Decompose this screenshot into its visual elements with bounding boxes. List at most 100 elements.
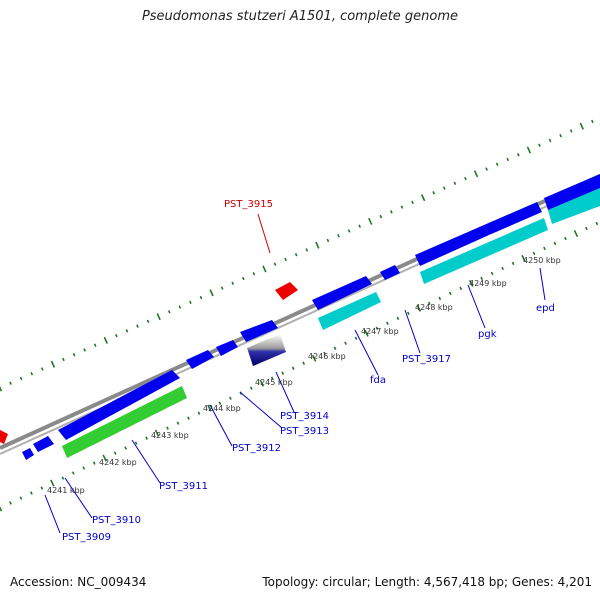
gene-arrow-epd[interactable] (484, 202, 542, 235)
gene-arrow-pst3913[interactable] (216, 340, 238, 356)
tick-mark (495, 162, 499, 166)
tick-mark (30, 491, 33, 495)
tick-mark (573, 229, 579, 237)
rrna-bar-epd[interactable] (548, 188, 600, 224)
tick-mark (364, 329, 369, 337)
tick-mark (262, 265, 267, 273)
gene-label-pgk[interactable]: pgk (478, 329, 497, 340)
gene-label-pst3915[interactable]: PST_3915 (224, 199, 273, 210)
tick-mark (438, 296, 442, 301)
tick-mark (145, 436, 148, 440)
gene-label-pst3911[interactable]: PST_3911 (159, 481, 208, 492)
tick-mark (543, 246, 546, 251)
gene-bar-pst3914-striped[interactable] (247, 334, 286, 366)
tick-mark (411, 200, 414, 205)
tick-mark (442, 186, 446, 190)
tick-mark (579, 122, 584, 130)
tick-mark (83, 348, 86, 352)
tick-mark (146, 319, 150, 324)
tick-mark (249, 386, 253, 390)
tick-mark (0, 506, 3, 512)
gene-label-pst3917[interactable]: PST_3917 (402, 354, 451, 365)
kbp-label-4244: 4244 kbp (203, 404, 241, 413)
tick-mark (432, 191, 436, 195)
tick-mark (9, 381, 12, 385)
gene-arrow-fda[interactable] (312, 276, 372, 310)
tick-mark (220, 286, 224, 290)
rrna-bar-pgk[interactable] (420, 218, 548, 284)
tick-mark (166, 426, 169, 430)
gene-arrow-pst3911[interactable] (58, 370, 180, 440)
tick-mark (50, 479, 55, 487)
rrna-bar-fda[interactable] (318, 292, 381, 330)
map-title: Pseudomonas stutzeri A1501, complete gen… (141, 9, 459, 24)
gene-label-fda[interactable]: fda (370, 375, 386, 386)
tick-mark (218, 401, 222, 405)
kbp-label-4241: 4241 kbp (47, 486, 85, 495)
gene-arrow-pst3914[interactable] (240, 320, 278, 342)
gene-arrow-pgk[interactable] (415, 225, 489, 266)
tick-mark (50, 360, 56, 368)
tick-mark (103, 336, 108, 344)
tick-mark (72, 352, 76, 357)
gene-arrow-pst3917[interactable] (380, 265, 400, 280)
tick-mark (595, 221, 599, 226)
kbp-label-4243: 4243 kbp (151, 431, 189, 440)
tick-mark (199, 295, 203, 300)
gene-label-pst3913[interactable]: PST_3913 (280, 426, 329, 437)
tick-mark (368, 217, 373, 225)
gene-arrow-edge-right[interactable] (544, 174, 600, 210)
tick-mark (270, 376, 274, 380)
tick-mark (281, 371, 285, 375)
tick-mark (156, 313, 161, 321)
tick-mark (538, 143, 541, 147)
tick-mark (344, 341, 347, 345)
tick-mark (102, 454, 107, 462)
tick-mark (125, 329, 129, 333)
gene-arrow-pst3910[interactable] (33, 436, 54, 452)
tick-mark (564, 236, 567, 241)
tick-mark (291, 366, 295, 370)
leader-line-pst3915 (257, 213, 271, 254)
tick-mark (459, 286, 463, 291)
tick-mark (71, 471, 75, 475)
gene-arrow-pst3909[interactable] (22, 448, 34, 460)
tick-mark (305, 248, 309, 252)
kbp-label-4248: 4248 kbp (415, 303, 453, 312)
tick-mark (420, 194, 426, 202)
kbp-label-4249: 4249 kbp (469, 279, 507, 288)
gene-label-pst3909[interactable]: PST_3909 (62, 532, 111, 543)
tick-mark (209, 289, 214, 297)
inner-tick-ring (0, 221, 599, 512)
tick-mark (396, 316, 400, 321)
tick-mark (526, 146, 532, 154)
gene-arrow-pst3912[interactable] (186, 350, 214, 369)
gene-label-pst3910[interactable]: PST_3910 (92, 515, 141, 526)
tick-mark (485, 167, 488, 171)
tick-mark (400, 205, 404, 209)
tick-mark (511, 261, 515, 266)
tick-mark (19, 496, 23, 500)
tick-mark (62, 357, 65, 362)
tick-mark (40, 367, 44, 371)
tick-mark (9, 501, 12, 505)
tick-mark (333, 346, 337, 350)
tick-mark (82, 466, 86, 470)
tick-mark (354, 336, 358, 340)
trna-edge-left[interactable] (0, 430, 8, 444)
tick-mark (231, 281, 235, 285)
gene-bar-pst3911-green[interactable] (62, 386, 187, 458)
tick-mark (548, 138, 552, 143)
tick-mark (501, 266, 504, 271)
tick-mark (228, 396, 232, 400)
trna-pst3915[interactable] (275, 282, 298, 300)
gene-label-epd[interactable]: epd (536, 303, 555, 314)
gene-label-pst3914[interactable]: PST_3914 (280, 411, 329, 422)
tick-mark (379, 214, 383, 219)
gene-label-pst3912[interactable]: PST_3912 (232, 443, 281, 454)
tick-mark (453, 181, 457, 186)
tick-mark (154, 429, 160, 437)
tick-mark (311, 354, 317, 362)
tick-mark (207, 404, 212, 412)
accession-footer: Accession: NC_009434 (10, 575, 147, 589)
